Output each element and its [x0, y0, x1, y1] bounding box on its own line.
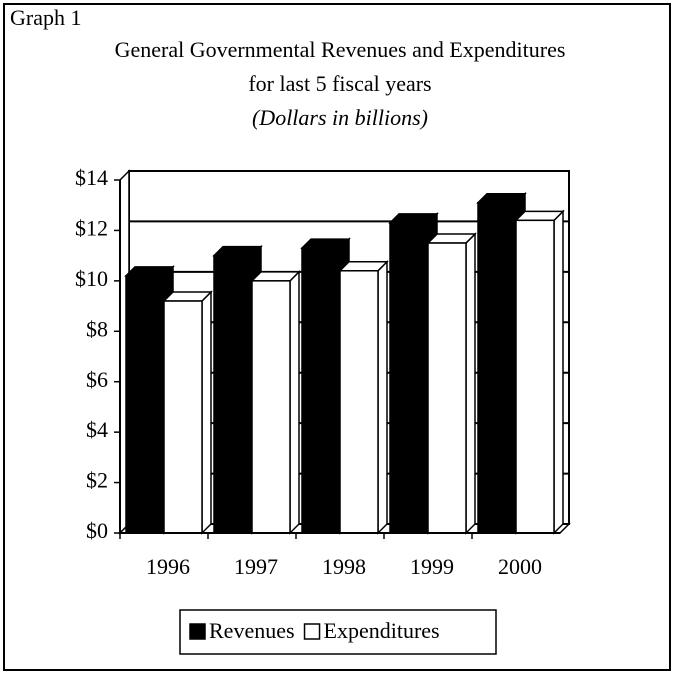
y-tick-label: $0: [86, 518, 108, 543]
chart-title: General Governmental Revenues and Expend…: [115, 37, 566, 62]
legend-box: [179, 609, 497, 655]
bar-top: [338, 261, 389, 272]
bar-side: [553, 209, 564, 535]
bar-top: [300, 238, 351, 249]
bar: [251, 280, 291, 534]
y-tick-label: $14: [75, 165, 108, 190]
y-tick-label: $6: [86, 367, 108, 392]
y-tick-label: $8: [86, 316, 108, 341]
x-tick-label: 1997: [234, 554, 278, 579]
y-tick-label: $10: [75, 266, 108, 291]
bar-top: [514, 210, 565, 222]
y-tick-label: $4: [86, 417, 108, 442]
frame: [3, 3, 671, 671]
x-tick-label: 2000: [498, 554, 542, 579]
bar-top: [124, 266, 175, 277]
bar-side: [201, 290, 212, 535]
bar-side: [289, 270, 300, 535]
bar-side: [377, 259, 388, 535]
bar-top: [162, 291, 213, 302]
bar-top: [250, 271, 301, 282]
y-tick-label: $2: [86, 468, 108, 493]
bar-top: [476, 192, 527, 204]
bar: [213, 254, 253, 534]
graph-label: Graph 1: [10, 5, 81, 30]
legend-swatch: [189, 623, 206, 640]
chart-subtitle: for last 5 fiscal years: [248, 71, 431, 96]
bar-top: [388, 213, 439, 224]
bar-top: [426, 233, 477, 244]
legend-swatch: [303, 623, 321, 640]
bar: [515, 219, 555, 534]
x-tick-label: 1999: [410, 554, 454, 579]
legend-label: Revenues: [209, 618, 295, 643]
bar: [427, 242, 467, 534]
x-tick-label: 1996: [146, 554, 190, 579]
bar: [339, 270, 379, 534]
bar: [125, 275, 165, 534]
bar: [477, 201, 517, 534]
bar-side: [465, 232, 476, 535]
unit-note: (Dollars in billions): [252, 105, 428, 130]
legend-label: Expenditures: [324, 618, 440, 643]
bar: [389, 222, 429, 534]
y-tick-label: $12: [75, 215, 108, 240]
x-tick-label: 1998: [322, 554, 366, 579]
bar: [163, 300, 203, 534]
bar-top: [212, 245, 263, 257]
bar: [301, 247, 341, 534]
